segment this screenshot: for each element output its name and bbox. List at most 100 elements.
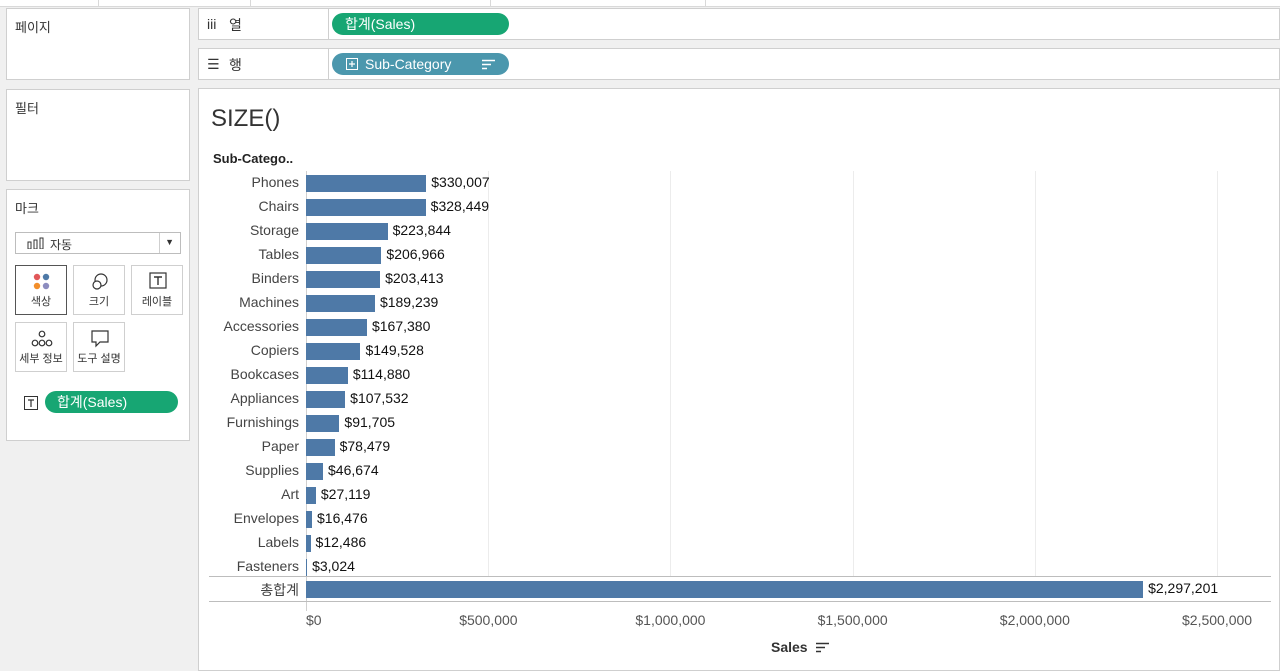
value-label: $189,239 bbox=[379, 294, 439, 310]
filters-shelf[interactable]: 필터 bbox=[6, 89, 190, 181]
rows-subcategory-pill[interactable]: Sub-Category bbox=[332, 53, 509, 75]
size-button[interactable]: 크기 bbox=[73, 265, 125, 315]
x-tick-label: $1,000,000 bbox=[635, 612, 706, 628]
speech-bubble-icon bbox=[91, 330, 109, 348]
category-label[interactable]: Fasteners bbox=[236, 558, 299, 574]
bar[interactable] bbox=[306, 271, 381, 288]
toolbar-strip bbox=[0, 0, 1280, 7]
category-label[interactable]: Copiers bbox=[250, 342, 299, 358]
bar[interactable] bbox=[306, 439, 335, 456]
value-label: $3,024 bbox=[312, 558, 355, 574]
category-label[interactable]: Art bbox=[281, 486, 299, 502]
rows-shelf-label: ☰ 행 bbox=[199, 49, 329, 79]
toolbar-divider bbox=[705, 0, 706, 6]
value-label: $107,532 bbox=[350, 390, 409, 406]
value-label: $27,119 bbox=[320, 486, 371, 502]
label-sales-pill[interactable]: 합계(Sales) bbox=[45, 391, 178, 413]
grand-total-bar[interactable] bbox=[306, 581, 1144, 598]
category-label[interactable]: Storage bbox=[249, 222, 299, 238]
value-label: $167,380 bbox=[371, 318, 431, 334]
detail-button[interactable]: 세부 정보 bbox=[15, 322, 67, 372]
toolbar-divider bbox=[98, 0, 99, 6]
sort-icon[interactable] bbox=[816, 642, 829, 653]
label-sales-pill-text: 합계(Sales) bbox=[57, 394, 128, 410]
filters-shelf-title: 필터 bbox=[15, 101, 39, 116]
columns-shelf-title: 열 bbox=[229, 17, 242, 33]
total-separator-top bbox=[209, 576, 1271, 577]
category-label[interactable]: Labels bbox=[257, 534, 299, 550]
bar[interactable] bbox=[306, 295, 375, 312]
value-label: $206,966 bbox=[386, 246, 445, 262]
toolbar-divider bbox=[490, 0, 491, 6]
bar[interactable] bbox=[306, 535, 311, 552]
text-t-icon bbox=[149, 272, 167, 289]
category-label[interactable]: Furnishings bbox=[226, 414, 299, 430]
x-axis-title[interactable]: Sales bbox=[771, 639, 808, 655]
mark-type-dropdown[interactable]: 자동 ▼ bbox=[15, 232, 181, 254]
category-label[interactable]: Accessories bbox=[223, 318, 299, 334]
detail-button-label: 세부 정보 bbox=[19, 353, 63, 365]
value-label: $46,674 bbox=[328, 462, 379, 478]
category-label[interactable]: Machines bbox=[239, 294, 299, 310]
tooltip-button[interactable]: 도구 설명 bbox=[73, 322, 125, 372]
bar[interactable] bbox=[306, 367, 348, 384]
size-button-label: 크기 bbox=[88, 296, 110, 308]
view-title: SIZE() bbox=[211, 105, 281, 132]
tooltip-button-label: 도구 설명 bbox=[77, 353, 121, 365]
bar[interactable] bbox=[306, 559, 308, 576]
bar[interactable] bbox=[306, 247, 382, 264]
value-label: $12,486 bbox=[315, 534, 367, 550]
columns-shelf[interactable]: iii 열 합계(Sales) bbox=[198, 8, 1280, 40]
x-tick-label: $1,500,000 bbox=[817, 612, 888, 628]
x-tick-label: $2,500,000 bbox=[1182, 612, 1253, 628]
toolbar-divider bbox=[250, 0, 251, 6]
label-button[interactable]: 레이블 bbox=[131, 265, 183, 315]
marks-card-title: 마크 bbox=[15, 201, 39, 216]
sort-descending-icon[interactable] bbox=[482, 59, 495, 70]
rows-shelf[interactable]: ☰ 행 Sub-Category bbox=[198, 48, 1280, 80]
gridline bbox=[670, 171, 672, 576]
bar[interactable] bbox=[306, 511, 312, 528]
bar[interactable] bbox=[306, 343, 361, 360]
gridline bbox=[852, 171, 854, 576]
x-tick-label: $0 bbox=[306, 612, 322, 628]
bar[interactable] bbox=[306, 487, 316, 504]
columns-shelf-label: iii 열 bbox=[199, 9, 329, 39]
label-button-label: 레이블 bbox=[141, 296, 173, 308]
gridline bbox=[488, 171, 490, 576]
rows-shelf-title: 행 bbox=[229, 57, 242, 73]
bar[interactable] bbox=[306, 223, 388, 240]
rows-list-icon: ☰ bbox=[207, 56, 220, 72]
bar[interactable] bbox=[306, 175, 427, 192]
subcategory-column-header[interactable]: Sub-Catego.. bbox=[213, 151, 294, 166]
columns-icon: iii bbox=[207, 16, 217, 32]
detail-dots-icon bbox=[31, 330, 53, 347]
bar[interactable] bbox=[306, 415, 340, 432]
category-label[interactable]: Bookcases bbox=[230, 366, 299, 382]
value-label: $16,476 bbox=[317, 510, 368, 526]
category-label[interactable]: Phones bbox=[251, 174, 299, 190]
bar[interactable] bbox=[306, 319, 367, 336]
color-button[interactable]: 색상 bbox=[15, 265, 67, 315]
grand-total-label: 총합계 bbox=[260, 582, 299, 598]
bar[interactable] bbox=[306, 199, 426, 216]
category-label[interactable]: Chairs bbox=[258, 198, 299, 214]
value-label: $330,007 bbox=[431, 174, 490, 190]
category-label[interactable]: Binders bbox=[251, 270, 299, 286]
category-label[interactable]: Envelopes bbox=[233, 510, 299, 526]
bar[interactable] bbox=[306, 463, 323, 480]
columns-sales-pill[interactable]: 합계(Sales) bbox=[332, 13, 509, 35]
x-tick-label: $500,000 bbox=[459, 612, 518, 628]
category-label[interactable]: Supplies bbox=[245, 462, 299, 478]
bar[interactable] bbox=[306, 391, 346, 408]
view-area: SIZE() Sub-Catego.. Phones $330,007 Chairs… bbox=[198, 88, 1280, 671]
value-label: $114,880 bbox=[352, 366, 411, 382]
pages-shelf[interactable]: 페이지 bbox=[6, 8, 190, 80]
category-label[interactable]: Appliances bbox=[230, 390, 300, 406]
gridline bbox=[1217, 171, 1218, 576]
bar-chart-icon bbox=[27, 237, 44, 249]
category-label[interactable]: Tables bbox=[258, 246, 299, 262]
columns-sales-pill-text: 합계(Sales) bbox=[345, 16, 416, 32]
expand-plus-icon bbox=[346, 58, 358, 70]
category-label[interactable]: Paper bbox=[261, 438, 299, 454]
